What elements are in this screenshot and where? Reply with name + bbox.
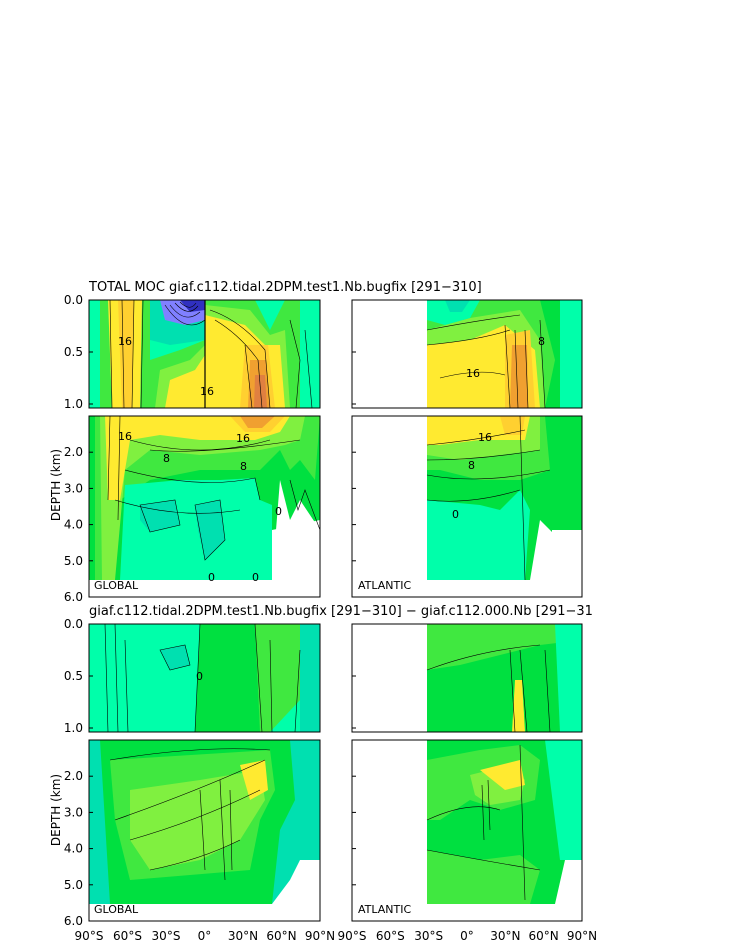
bottom-atlantic-upper-field bbox=[352, 624, 582, 732]
y-tick-label: 2.0 bbox=[64, 445, 83, 459]
contour-label: 8 bbox=[163, 452, 170, 465]
contour-label: 16 bbox=[236, 432, 250, 445]
top-global-upper-field bbox=[89, 300, 320, 408]
x-tick-label: 30°N bbox=[490, 929, 520, 943]
contour-label: 8 bbox=[538, 335, 545, 348]
x-ticks: 90°S 60°S 30°S 0° 30°N 60°N 90°N 60°S 30°S 0° 30°N… bbox=[75, 929, 598, 943]
y-axis-label-bottom: DEPTH (km) bbox=[49, 774, 63, 846]
contour-label: 8 bbox=[468, 459, 475, 472]
contour-label: 16 bbox=[118, 430, 132, 443]
y-tick-label: 4.0 bbox=[64, 842, 83, 856]
region-label-global-top: GLOBAL bbox=[94, 579, 139, 592]
bottom-global-lower-frame bbox=[88, 739, 321, 922]
region-label-global-bottom: GLOBAL bbox=[94, 903, 139, 916]
x-tick-label: 90°N bbox=[567, 929, 597, 943]
y-tick-label: 2.0 bbox=[64, 769, 83, 783]
bottom-atlantic-upper-frame bbox=[351, 623, 583, 733]
bottom-title: giaf.c112.tidal.2DPM.test1.Nb.bugfix [29… bbox=[89, 604, 593, 619]
y-tick-label: 1.0 bbox=[64, 721, 83, 735]
y-tick-label: 3.0 bbox=[64, 481, 83, 495]
y-ticks: 0.0 0.5 1.0 2.0 3.0 4.0 5.0 6.0 0.0 0.5 1.0 2.0 3.0 4… bbox=[64, 293, 356, 928]
region-label-atlantic-top: ATLANTIC bbox=[358, 579, 411, 592]
y-axis-label-top: DEPTH (km) bbox=[49, 449, 63, 521]
contour-label: 8 bbox=[240, 460, 247, 473]
top-global-lower-frame bbox=[88, 415, 321, 598]
x-tick-label: 90°S bbox=[75, 929, 104, 943]
bottom-global-upper-frame bbox=[88, 623, 321, 733]
top-global-upper-frame bbox=[88, 299, 321, 409]
x-tick-label: 60°S bbox=[376, 929, 405, 943]
contour-label: 16 bbox=[118, 335, 132, 348]
x-tick-label: 0° bbox=[198, 929, 212, 943]
bottom-atlantic-lower-field bbox=[352, 740, 582, 921]
y-tick-label: 6.0 bbox=[64, 914, 83, 928]
x-tick-label: 90°N bbox=[305, 929, 335, 943]
contour-label: 0 bbox=[275, 505, 282, 518]
contour-label: 0 bbox=[452, 508, 459, 521]
x-tick-label: 60°S bbox=[113, 929, 142, 943]
x-tick-label: 0° bbox=[460, 929, 474, 943]
contour-label: 0 bbox=[252, 571, 259, 584]
contour-label: 16 bbox=[200, 385, 214, 398]
y-tick-label: 0.5 bbox=[64, 345, 83, 359]
x-tick-label: 30°N bbox=[228, 929, 258, 943]
bottom-global-upper-field bbox=[89, 624, 320, 732]
y-tick-label: 3.0 bbox=[64, 805, 83, 819]
x-tick-label: 60°N bbox=[529, 929, 559, 943]
y-tick-label: 5.0 bbox=[64, 554, 83, 568]
y-tick-label: 6.0 bbox=[64, 590, 83, 604]
region-label-atlantic-bottom: ATLANTIC bbox=[358, 903, 411, 916]
x-tick-label: 60°N bbox=[266, 929, 296, 943]
bottom-atlantic-lower-frame bbox=[351, 739, 583, 922]
x-tick-label: 30°S bbox=[414, 929, 443, 943]
y-tick-label: 0.5 bbox=[64, 669, 83, 683]
y-tick-label: 5.0 bbox=[64, 878, 83, 892]
top-title: TOTAL MOC giaf.c112.tidal.2DPM.test1.Nb.… bbox=[88, 280, 482, 295]
contour-label: 16 bbox=[478, 431, 492, 444]
top-atlantic-upper-field bbox=[352, 300, 582, 408]
contour-label: 16 bbox=[466, 367, 480, 380]
top-atlantic-lower-frame bbox=[351, 415, 583, 598]
contour-label: 0 bbox=[208, 571, 215, 584]
top-atlantic-lower-field bbox=[352, 416, 582, 597]
x-tick-label: 90°S bbox=[338, 929, 367, 943]
top-global-lower-field bbox=[89, 416, 320, 597]
bottom-global-lower-field bbox=[89, 740, 320, 921]
y-tick-label: 0.0 bbox=[64, 617, 83, 631]
top-atlantic-upper-frame bbox=[351, 299, 583, 409]
y-tick-label: 1.0 bbox=[64, 397, 83, 411]
contour-label: 0 bbox=[196, 670, 203, 683]
x-tick-label: 30°S bbox=[152, 929, 181, 943]
y-tick-label: 0.0 bbox=[64, 293, 83, 307]
y-tick-label: 4.0 bbox=[64, 518, 83, 532]
